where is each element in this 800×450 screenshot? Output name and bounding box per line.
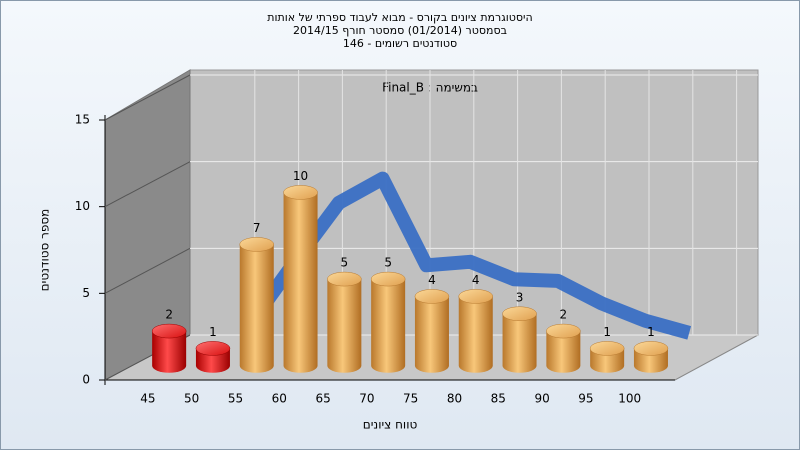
bar [414,296,449,373]
x-tick-label: 100 [618,392,641,406]
value-label: 2 [560,308,568,322]
value-label: 3 [516,290,524,304]
x-axis-label: טווח ציונים [363,418,418,432]
chart-title: סטודנטים רשומים - 146 [343,37,457,50]
value-label: 4 [428,273,436,287]
bar-top [195,341,231,356]
x-tick-label: 80 [447,392,462,406]
bar-top [239,237,274,252]
x-tick-label: 70 [359,392,374,406]
chart-title: היסטוגרמת ציונים בקורס - מבוא לעבוד ספרת… [267,11,532,24]
bar [283,192,318,373]
bar [239,244,274,373]
x-tick-label: 50 [184,392,199,406]
bar [371,279,406,373]
bar [458,296,493,373]
value-label: 5 [341,256,349,270]
bar-top [633,341,669,356]
bar-top [151,323,187,339]
bar [546,331,581,373]
bar [502,313,537,373]
value-label: 1 [603,325,611,339]
bar-top [589,341,625,356]
y-axis-label: מספר סטודנטים [38,209,52,292]
x-tick-label: 95 [578,392,593,406]
x-tick-label: 75 [403,392,418,406]
x-tick-label: 55 [228,392,243,406]
value-label: 2 [165,308,173,322]
y-tick-label: 0 [82,373,90,387]
x-tick-label: 45 [140,392,155,406]
value-label: 1 [647,325,655,339]
x-tick-label: 60 [272,392,287,406]
value-label: 4 [472,273,480,287]
bar-top [546,323,581,339]
bar-top [414,289,450,304]
value-label: 5 [384,256,392,270]
value-label: 10 [293,169,308,183]
value-label: 7 [253,221,261,235]
bar-top [370,271,406,287]
bar-top [502,306,537,321]
bar-top [458,289,493,304]
grid-line [104,247,191,294]
grid-line [104,161,191,208]
y-tick-label: 15 [75,113,90,127]
value-label: 1 [209,325,217,339]
y-tick-label: 5 [82,286,90,300]
trend-ribbon [245,171,692,340]
bar-top [283,185,318,200]
bar [152,331,187,373]
x-tick-label: 85 [491,392,506,406]
grid-line [104,74,191,121]
x-tick-label: 65 [315,392,330,406]
chart-title: בסמסטר (01/2014) סמסטר חורף 2014/15 [293,24,507,37]
x-tick-label: 90 [534,392,549,406]
bar [327,279,362,373]
y-tick-label: 10 [75,199,90,213]
bar-top [327,271,362,287]
